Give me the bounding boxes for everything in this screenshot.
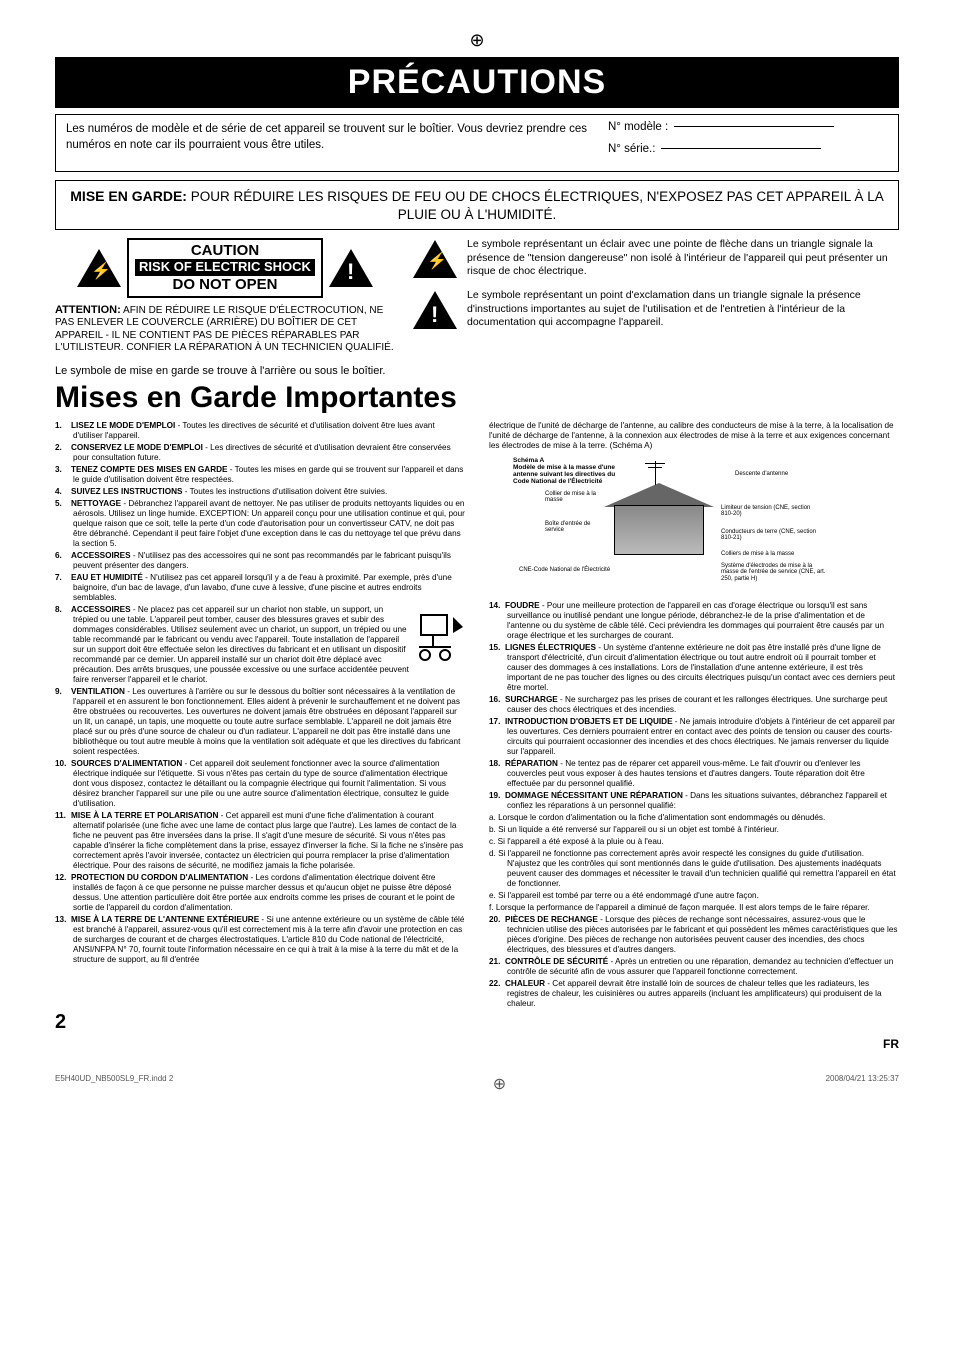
model-fields: N° modèle : N° série.: xyxy=(598,115,898,171)
registration-mark: ⊕ xyxy=(55,30,899,51)
list-item: 17.INTRODUCTION D'OBJETS ET DE LIQUIDE -… xyxy=(489,717,899,757)
sub-list-item: e. Si l'appareil est tombé par terre ou … xyxy=(489,891,899,901)
sub-list-item: f. Lorsque la performance de l'appareil … xyxy=(489,903,899,913)
sub-list-item: b. Si un liquide a été renversé sur l'ap… xyxy=(489,825,899,835)
symbol-explanations: Le symbole représentant un éclair avec u… xyxy=(413,238,899,340)
right-column: électrique de l'unité de décharge de l'a… xyxy=(489,421,899,1011)
serial-label: N° série.: xyxy=(608,143,655,155)
caution-left-col: CAUTION RISK OF ELECTRIC SHOCK DO NOT OP… xyxy=(55,238,395,355)
warning-lead: MISE EN GARDE: xyxy=(70,188,187,204)
item13-continuation: électrique de l'unité de décharge de l'a… xyxy=(489,421,899,451)
sub-list-item: c. Si l'appareil a été exposé à la pluie… xyxy=(489,837,899,847)
sub-list-item: d. Si l'appareil ne fonctionne pas corre… xyxy=(489,849,899,889)
list-item: 7.EAU ET HUMIDITÉ - N'utilisez pas cet a… xyxy=(55,573,465,603)
page-title-banner: PRÉCAUTIONS xyxy=(55,57,899,108)
list-item: 18.RÉPARATION - Ne tentez pas de réparer… xyxy=(489,759,899,789)
caution-sign: CAUTION RISK OF ELECTRIC SHOCK DO NOT OP… xyxy=(55,238,395,297)
diagram-house xyxy=(614,505,704,555)
list-item: 16.SURCHARGE - Ne surchargez pas les pri… xyxy=(489,695,899,715)
footer-timestamp: 2008/04/21 13:25:37 xyxy=(826,1074,899,1094)
footer-filename: E5H40UD_NB500SL9_FR.indd 2 xyxy=(55,1074,173,1094)
model-serial-box: Les numéros de modèle et de série de cet… xyxy=(55,114,899,172)
serial-blank-line xyxy=(661,148,821,149)
list-item: 11.MISE À LA TERRE ET POLARISATION - Cet… xyxy=(55,811,465,871)
safeguards-heading: Mises en Garde Importantes xyxy=(55,381,899,415)
grounding-diagram: Schéma A Modèle de mise à la masse d'une… xyxy=(509,455,899,595)
warning-body: POUR RÉDUIRE LES RISQUES DE FEU OU DE CH… xyxy=(191,189,884,222)
list-item: 5.NETTOYAGE - Débranchez l'appareil avan… xyxy=(55,499,465,549)
caution-label-box: CAUTION RISK OF ELECTRIC SHOCK DO NOT OP… xyxy=(127,238,323,297)
list-item: 6.ACCESSOIRES - N'utilisez pas des acces… xyxy=(55,551,465,571)
list-item: 1.LISEZ LE MODE D'EMPLOI - Toutes les di… xyxy=(55,421,465,441)
symbol-location-note: Le symbole de mise en garde se trouve à … xyxy=(55,365,899,377)
attention-lead: ATTENTION: xyxy=(55,304,121,316)
caution-section: CAUTION RISK OF ELECTRIC SHOCK DO NOT OP… xyxy=(55,238,899,355)
left-column: 1.LISEZ LE MODE D'EMPLOI - Toutes les di… xyxy=(55,421,465,1011)
list-item: 9.VENTILATION - Les ouvertures à l'arriè… xyxy=(55,687,465,757)
list-item: 14.FOUDRE - Pour une meilleure protectio… xyxy=(489,601,899,641)
cart-tipover-icon xyxy=(415,607,465,667)
list-item: 8.ACCESSOIRES - Ne placez pas cet appare… xyxy=(55,605,465,685)
diagram-antenna xyxy=(655,461,656,485)
list-item: 13.MISE À LA TERRE DE L'ANTENNE EXTÉRIEU… xyxy=(55,915,465,965)
exclamation-triangle-icon xyxy=(329,249,373,287)
diagram-label-cond: Conducteurs de terre (CNE, section 810-2… xyxy=(721,529,821,542)
list-item: 20.PIÈCES DE RECHANGE - Lorsque des pièc… xyxy=(489,915,899,955)
page-language: FR xyxy=(883,1037,899,1051)
diagram-roof xyxy=(604,483,714,507)
safeguards-list-left: 1.LISEZ LE MODE D'EMPLOI - Toutes les di… xyxy=(55,421,465,965)
caution-line2: RISK OF ELECTRIC SHOCK xyxy=(135,259,315,276)
list-item: 21.CONTRÔLE DE SÉCURITÉ - Après un entre… xyxy=(489,957,899,977)
caution-line3: DO NOT OPEN xyxy=(135,276,315,293)
sub-list-item: a. Lorsque le cordon d'alimentation ou l… xyxy=(489,813,899,823)
bolt-triangle-icon xyxy=(413,240,457,278)
model-intro-text: Les numéros de modèle et de série de cet… xyxy=(56,115,598,171)
bolt-triangle-icon xyxy=(77,249,121,287)
diagram-label-disc: Limiteur de tension (CNE, section 810-20… xyxy=(721,505,821,518)
list-item: 15.LIGNES ÉLECTRIQUES - Un système d'ant… xyxy=(489,643,899,693)
excl-symbol-text: Le symbole représentant un point d'excla… xyxy=(467,289,899,330)
bolt-symbol-text: Le symbole représentant un éclair avec u… xyxy=(467,238,899,279)
diagram-label-cne: CNE-Code National de l'Électricité xyxy=(519,567,629,574)
print-footer: E5H40UD_NB500SL9_FR.indd 2 ⊕ 2008/04/21 … xyxy=(55,1074,899,1094)
diagram-label-lead: Descente d'antenne xyxy=(735,471,805,478)
list-item: 10.SOURCES D'ALIMENTATION - Cet appareil… xyxy=(55,759,465,809)
model-blank-line xyxy=(674,126,834,127)
diagram-title: Schéma A Modèle de mise à la masse d'une… xyxy=(513,457,633,486)
diagram-label-elec: Système d'électrodes de mise à la masse … xyxy=(721,563,831,583)
safeguards-list-right: 14.FOUDRE - Pour une meilleure protectio… xyxy=(489,601,899,1009)
list-item: 3.TENEZ COMPTE DES MISES EN GARDE - Tout… xyxy=(55,465,465,485)
attention-text: ATTENTION: AFIN DE RÉDUIRE LE RISQUE D'É… xyxy=(55,304,395,355)
model-label: N° modèle : xyxy=(608,121,668,133)
two-column-body: 1.LISEZ LE MODE D'EMPLOI - Toutes les di… xyxy=(55,421,899,1011)
list-item: 22.CHALEUR - Cet appareil devrait être i… xyxy=(489,979,899,1009)
bolt-symbol-row: Le symbole représentant un éclair avec u… xyxy=(413,238,899,279)
diagram-label-box: Boîte d'entrée de service xyxy=(545,521,605,534)
diagram-label-clamps2: Colliers de mise à la masse xyxy=(721,551,821,558)
excl-symbol-row: Le symbole représentant un point d'excla… xyxy=(413,289,899,330)
diagram-label-clamp: Collier de mise à la masse xyxy=(545,491,605,504)
page-number: 2 xyxy=(55,1011,66,1033)
footer-reg-mark: ⊕ xyxy=(493,1074,506,1094)
warning-box: MISE EN GARDE: POUR RÉDUIRE LES RISQUES … xyxy=(55,180,899,230)
list-item: 4.SUIVEZ LES INSTRUCTIONS - Toutes les i… xyxy=(55,487,465,497)
caution-line1: CAUTION xyxy=(135,242,315,259)
list-item: 19.DOMMAGE NÉCESSITANT UNE RÉPARATION - … xyxy=(489,791,899,811)
list-item: 2.CONSERVEZ LE MODE D'EMPLOI - Les direc… xyxy=(55,443,465,463)
list-item: 12.PROTECTION DU CORDON D'ALIMENTATION -… xyxy=(55,873,465,913)
exclamation-triangle-icon xyxy=(413,291,457,329)
